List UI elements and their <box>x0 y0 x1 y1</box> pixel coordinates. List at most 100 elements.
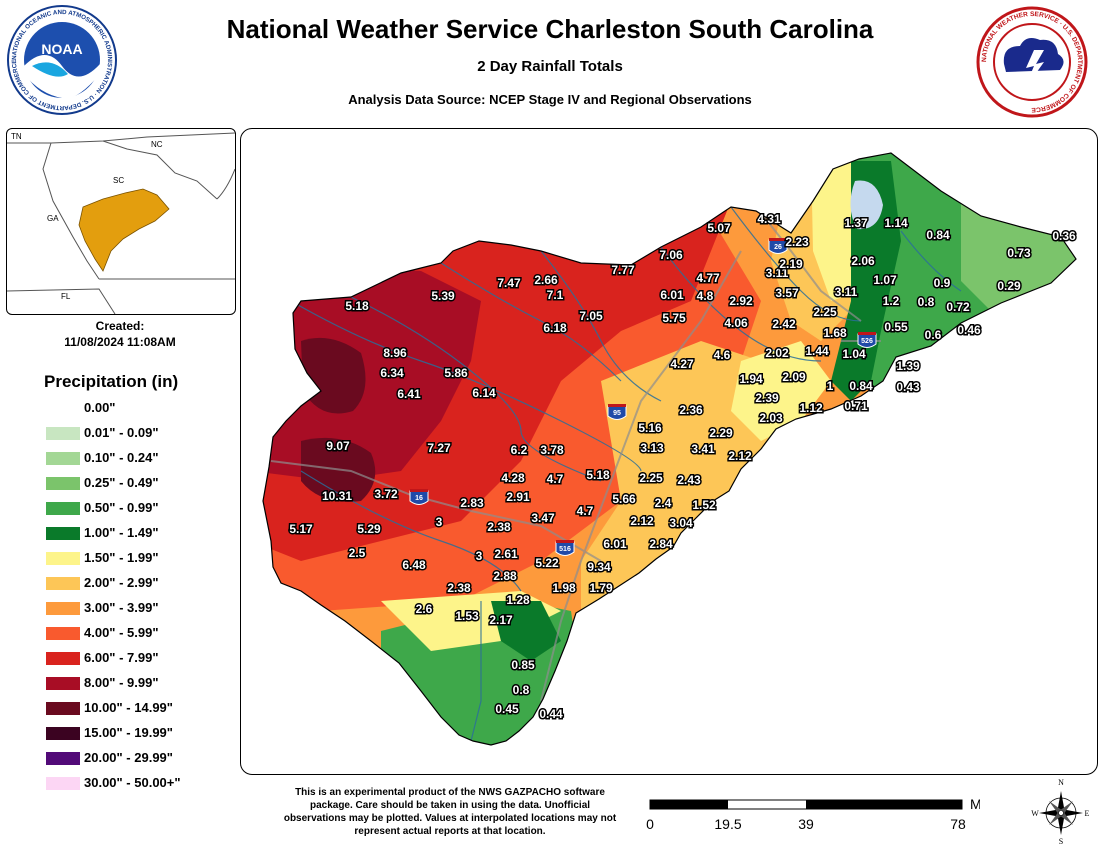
rainfall-value-label: 2.39 <box>755 391 779 405</box>
rainfall-value-label: 6.14 <box>472 386 496 400</box>
rainfall-value-label: 7.77 <box>611 263 635 277</box>
rainfall-value-label: 1.07 <box>873 273 897 287</box>
rainfall-value-label: 3.04 <box>669 516 693 530</box>
page-subtitle: 2 Day Rainfall Totals <box>477 58 623 75</box>
rainfall-value-label: 0.44 <box>539 707 563 721</box>
rainfall-value-label: 5.66 <box>612 492 636 506</box>
rainfall-value-label: 0.46 <box>957 323 981 337</box>
rainfall-value-label: 2.6 <box>416 602 433 616</box>
interstate-shield-icon: 516 <box>555 540 575 556</box>
rainfall-value-label: 1.14 <box>884 216 908 230</box>
legend-swatch <box>46 552 80 565</box>
rainfall-value-label: 3 <box>476 549 483 563</box>
legend-swatch <box>46 477 80 490</box>
inset-locator-map: TN NC SC GA FL <box>6 128 236 315</box>
compass-s: S <box>1059 837 1063 846</box>
legend-label: 6.00" - 7.99" <box>84 650 159 665</box>
rainfall-value-label: 6.01 <box>603 537 627 551</box>
rainfall-value-label: 6.48 <box>402 558 426 572</box>
rainfall-value-label: 2.12 <box>630 514 654 528</box>
rainfall-value-label: 2.66 <box>534 273 558 287</box>
nws-logo: NATIONAL WEATHER SERVICE · U.S. DEPARTME… <box>976 6 1088 118</box>
rainfall-value-label: 2.09 <box>782 370 806 384</box>
rainfall-value-label: 1 <box>827 379 834 393</box>
legend-swatch <box>46 627 80 640</box>
rainfall-value-label: 5.18 <box>586 468 610 482</box>
rainfall-value-label: 2.43 <box>677 473 701 487</box>
rainfall-value-label: 7.1 <box>547 288 564 302</box>
legend-item: 3.00" - 3.99" <box>46 598 236 623</box>
legend-label: 15.00" - 19.99" <box>84 725 173 740</box>
rainfall-value-label: 4.27 <box>670 357 694 371</box>
rainfall-value-label: 2.06 <box>851 254 875 268</box>
rainfall-value-label: 0.84 <box>849 379 873 393</box>
rainfall-value-label: 4.28 <box>501 471 525 485</box>
rainfall-value-label: 9.34 <box>587 560 611 574</box>
rainfall-value-label: 4.31 <box>757 212 781 226</box>
legend-item: 0.01" - 0.09" <box>46 423 236 448</box>
legend-label: 1.00" - 1.49" <box>84 525 159 540</box>
rainfall-value-label: 0.6 <box>925 328 942 342</box>
scale-tick-1: 19.5 <box>714 816 741 832</box>
rainfall-value-label: 2.25 <box>813 305 837 319</box>
legend-swatch <box>46 727 80 740</box>
legend-item: 1.50" - 1.99" <box>46 548 236 573</box>
rainfall-value-label: 3.72 <box>374 487 398 501</box>
legend-label: 8.00" - 9.99" <box>84 675 159 690</box>
rainfall-value-label: 3.13 <box>640 441 664 455</box>
rainfall-value-label: 1.04 <box>842 347 866 361</box>
rainfall-value-label: 2.19 <box>779 257 803 271</box>
rainfall-value-label: 2.02 <box>765 346 789 360</box>
rainfall-value-label: 2.91 <box>506 490 530 504</box>
legend-label: 20.00" - 29.99" <box>84 750 173 765</box>
page-title: National Weather Service Charleston Sout… <box>226 14 874 44</box>
rainfall-value-label: 5.18 <box>345 299 369 313</box>
legend-swatch <box>46 752 80 765</box>
rainfall-value-label: 2.88 <box>493 569 517 583</box>
data-source-note: Analysis Data Source: NCEP Stage IV and … <box>348 92 752 107</box>
interstate-number: 16 <box>415 495 423 502</box>
rainfall-value-label: 2.83 <box>460 496 484 510</box>
legend-swatch <box>46 577 80 590</box>
legend-label: 0.01" - 0.09" <box>84 425 159 440</box>
rainfall-value-label: 3.41 <box>691 442 715 456</box>
compass-rose-icon: N S E W <box>1031 778 1089 846</box>
legend-label: 10.00" - 14.99" <box>84 700 173 715</box>
legend-swatch <box>46 602 80 615</box>
rainfall-value-label: 4.6 <box>714 348 731 362</box>
rainfall-value-label: 3.11 <box>835 285 858 299</box>
rainfall-value-label: 4.8 <box>697 289 714 303</box>
rainfall-value-label: 6.2 <box>511 443 528 457</box>
rainfall-value-label: 2.12 <box>728 449 752 463</box>
rainfall-value-label: 0.8 <box>918 295 935 309</box>
inset-label-ga: GA <box>47 214 59 223</box>
inset-label-tn: TN <box>11 132 22 141</box>
rainfall-value-label: 0.85 <box>511 658 535 672</box>
rainfall-value-label: 2.29 <box>709 426 733 440</box>
rainfall-value-label: 3 <box>436 515 443 529</box>
legend-item: 30.00" - 50.00+" <box>46 773 236 798</box>
rainfall-value-label: 10.31 <box>322 489 352 503</box>
legend-swatch <box>46 427 80 440</box>
rainfall-value-label: 0.43 <box>896 380 920 394</box>
inset-label-nc: NC <box>151 140 163 149</box>
rainfall-value-label: 7.47 <box>497 276 521 290</box>
scale-tick-2: 39 <box>798 816 814 832</box>
rainfall-value-label: 0.71 <box>844 399 868 413</box>
rainfall-value-label: 2.38 <box>447 581 471 595</box>
rainfall-value-label: 1.52 <box>692 498 716 512</box>
created-stamp: Created: 11/08/2024 11:08AM <box>6 318 234 350</box>
noaa-logo-text: NOAA <box>41 41 82 57</box>
legend-label: 2.00" - 2.99" <box>84 575 159 590</box>
rainfall-value-label: 4.06 <box>724 316 748 330</box>
legend-item: 0.10" - 0.24" <box>46 448 236 473</box>
legend-item: 2.00" - 2.99" <box>46 573 236 598</box>
rainfall-value-label: 2.23 <box>785 235 809 249</box>
rainfall-values: 5.18 5.39 7.47 2.66 7.77 7.06 5.07 4.31 1.37 1.14… <box>288 211 1078 723</box>
interstate-shields: 26 95 16 516 526 <box>409 238 877 556</box>
legend-item: 6.00" - 7.99" <box>46 648 236 673</box>
rainfall-value-label: 1.79 <box>589 581 613 595</box>
rainfall-value-label: 2.42 <box>772 317 796 331</box>
interstate-number: 26 <box>774 244 782 251</box>
rainfall-value-label: 2.5 <box>349 546 366 560</box>
